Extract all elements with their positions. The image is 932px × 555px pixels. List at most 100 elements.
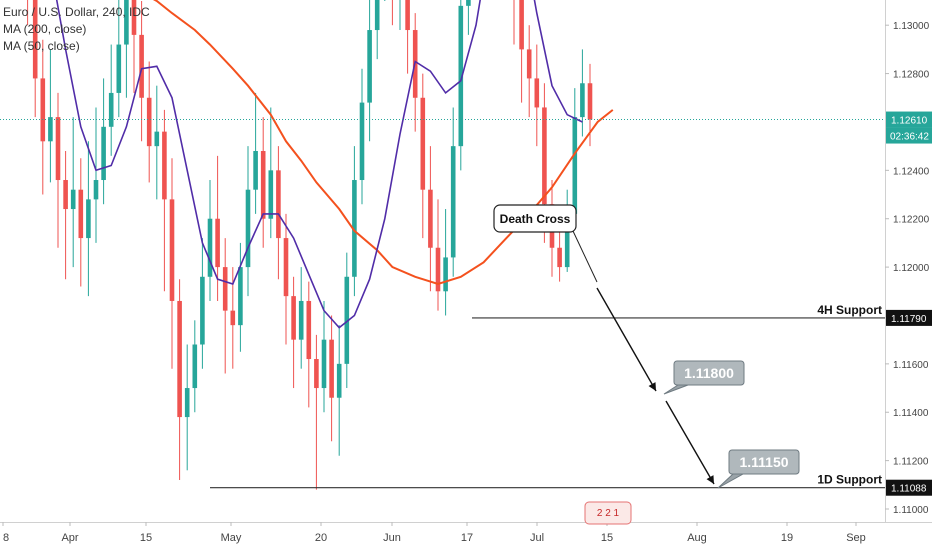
- candle-body-24: [162, 131, 167, 200]
- candle-body-62: [450, 146, 456, 258]
- candle-26: [177, 279, 182, 480]
- candle-72: [526, 25, 532, 118]
- countdown-label: 02:36:42: [890, 132, 929, 143]
- ma200-line: [152, 0, 614, 286]
- candle-38: [268, 107, 274, 239]
- candle-16: [101, 78, 106, 205]
- candle-body-10: [55, 117, 61, 181]
- legend-ma50[interactable]: MA (50, close): [3, 39, 80, 53]
- candle-body-58: [420, 97, 426, 190]
- annotation-death-cross: Death Cross: [493, 204, 598, 283]
- candle-body-39: [276, 170, 281, 239]
- candle-body-61: [443, 257, 448, 292]
- time-axis[interactable]: 8 Apr 15 May 20 Jun 17 Jul 15 Aug 19 Sep: [2, 522, 866, 544]
- candle-body-31: [215, 218, 220, 268]
- x-tick-label-6: 17: [461, 532, 473, 544]
- candle-body-26: [177, 300, 182, 418]
- target-box-1-box: [673, 360, 745, 386]
- candle-body-20: [131, 0, 137, 35]
- candle-8: [40, 39, 46, 195]
- level-tag-3: [886, 479, 932, 496]
- last-price-tag: [886, 111, 932, 128]
- candle-71: [519, 0, 524, 103]
- ma50-line: [55, 0, 583, 329]
- candle-76: [557, 223, 562, 282]
- candle-54: [391, 0, 393, 26]
- level-name-3: 1D Support: [817, 473, 882, 487]
- legend-symbol[interactable]: Euro / U.S. Dollar, 240, IDC: [3, 5, 150, 19]
- y-tick-label-11: 1.12200: [893, 215, 930, 226]
- level-value-2: 1.11790: [891, 314, 927, 325]
- y-tick-label-12: 1.12000: [893, 263, 930, 274]
- candle-49: [352, 146, 357, 297]
- candle-45: [321, 300, 327, 413]
- candle-body-77: [564, 213, 570, 268]
- x-tick-label-4: 20: [315, 532, 327, 544]
- candle-62: [450, 107, 456, 277]
- x-tick-label-1: Apr: [61, 532, 78, 544]
- projection-arrow-1-head: [648, 382, 656, 391]
- candle-body-29: [200, 276, 205, 345]
- candle-47: [336, 325, 342, 456]
- candle-body-8: [40, 78, 46, 142]
- annotation-layer: Death Cross 1.11800 1.11150: [493, 204, 800, 489]
- candle-20: [131, 0, 137, 93]
- target-box-2-text: 1.11150: [739, 454, 788, 470]
- candle-19: [124, 0, 129, 98]
- candle-body-44: [314, 359, 319, 389]
- candle-70: [513, 0, 515, 45]
- y-tick-label-13: 1.11600: [893, 360, 929, 371]
- projection-arrow-2: [665, 400, 715, 485]
- candle-body-34: [238, 267, 243, 326]
- projection-arrow-1-shaft: [596, 287, 657, 392]
- candle-31: [215, 155, 220, 301]
- candle-22: [146, 61, 152, 183]
- candle-10: [55, 92, 61, 248]
- candle-78: [572, 88, 578, 229]
- y-tick-label-15: 1.11200: [893, 457, 929, 468]
- candle-body-47: [336, 363, 342, 398]
- countdown-tag: [886, 127, 932, 144]
- death-cross-box: [493, 204, 577, 233]
- candle-body-52: [374, 0, 380, 31]
- y-tick-label-10: 1.12400: [893, 166, 930, 177]
- candle-body-79: [580, 83, 585, 118]
- target-box-2: 1.11150: [717, 449, 800, 489]
- candle-body-40: [283, 238, 289, 297]
- price-axis[interactable]: 1.146001.144001.142001.140001.138001.136…: [885, 0, 930, 516]
- level-name-2: 4H Support: [817, 303, 882, 317]
- candle-41: [291, 276, 296, 389]
- candle-body-35: [245, 189, 251, 268]
- target-box-2-box: [728, 449, 800, 475]
- candle-34: [238, 242, 243, 352]
- candle-body-71: [519, 0, 524, 50]
- candle-body-73: [534, 78, 540, 108]
- projection-arrow-2-head: [706, 475, 714, 484]
- candle-body-43: [306, 300, 312, 360]
- candle-body-17: [108, 92, 114, 127]
- candle-body-12: [70, 189, 76, 210]
- target-box-1: 1.11800: [663, 360, 745, 395]
- candle-body-13: [78, 189, 84, 239]
- candle-body-59: [428, 189, 433, 248]
- candle-52: [374, 0, 380, 60]
- x-tick-label-2: 15: [140, 532, 152, 544]
- session-badge-text: 2 2 1: [597, 508, 620, 519]
- candle-28: [192, 320, 198, 413]
- candle-body-30: [207, 218, 213, 277]
- candle-body-76: [557, 247, 562, 268]
- candle-51: [367, 0, 372, 142]
- legend-ma200[interactable]: MA (200, close): [3, 22, 87, 36]
- candle-61: [443, 209, 448, 316]
- candle-body-28: [192, 344, 198, 389]
- candle-73: [534, 44, 540, 147]
- session-badge[interactable]: 2 2 1: [584, 501, 632, 525]
- candle-body-63: [458, 5, 464, 147]
- candle-body-38: [268, 170, 274, 219]
- candle-body-16: [101, 126, 106, 181]
- x-tick-label-8: 15: [601, 532, 613, 544]
- candle-layer: [27, 0, 593, 490]
- candle-63: [458, 0, 464, 171]
